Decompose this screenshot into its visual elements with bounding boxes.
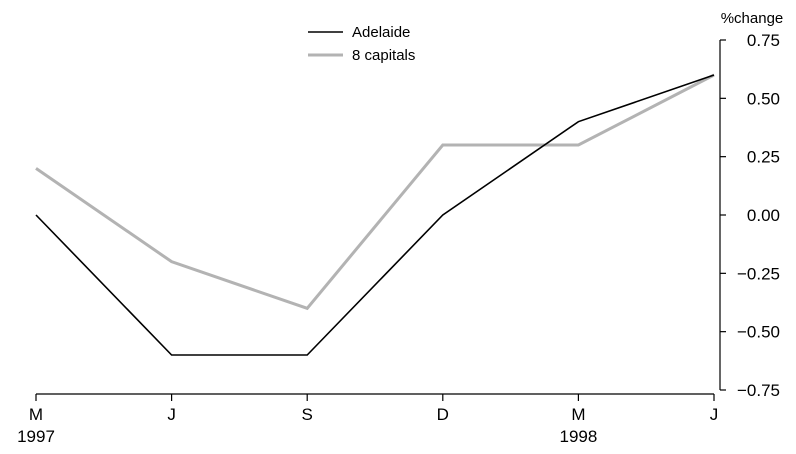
x-year-label: 1997 — [17, 427, 55, 446]
x-tick-label: D — [437, 405, 449, 424]
x-year-label: 1998 — [559, 427, 597, 446]
legend: Adelaide 8 capitals — [308, 24, 415, 64]
y-axis-unit-label: %change — [721, 10, 784, 27]
series-layer — [35, 73, 715, 356]
y-tick-label: 0.00 — [747, 206, 780, 225]
y-tick-label: 0.25 — [747, 148, 780, 167]
x-tick-label: S — [302, 405, 313, 424]
y-tick-label: 0.50 — [747, 89, 780, 108]
y-tick-label: −0.50 — [737, 323, 780, 342]
x-tick-label: M — [571, 405, 585, 424]
x-tick-label: J — [710, 405, 719, 424]
y-tick-label: −0.75 — [737, 381, 780, 400]
x-tick-label: J — [167, 405, 176, 424]
legend-label: Adelaide — [352, 24, 410, 41]
y-tick-label: 0.75 — [747, 31, 780, 50]
x-tick-label: M — [29, 405, 43, 424]
series-line-8-capitals — [35, 73, 715, 311]
axes: M 1997 J S D M 1998 J 0.75 0.50 0.25 0.00 −0.25 −0.50… — [17, 31, 780, 446]
legend-label: 8 capitals — [352, 47, 415, 64]
series-line-adelaide — [35, 74, 715, 356]
y-tick-label: −0.25 — [737, 264, 780, 283]
